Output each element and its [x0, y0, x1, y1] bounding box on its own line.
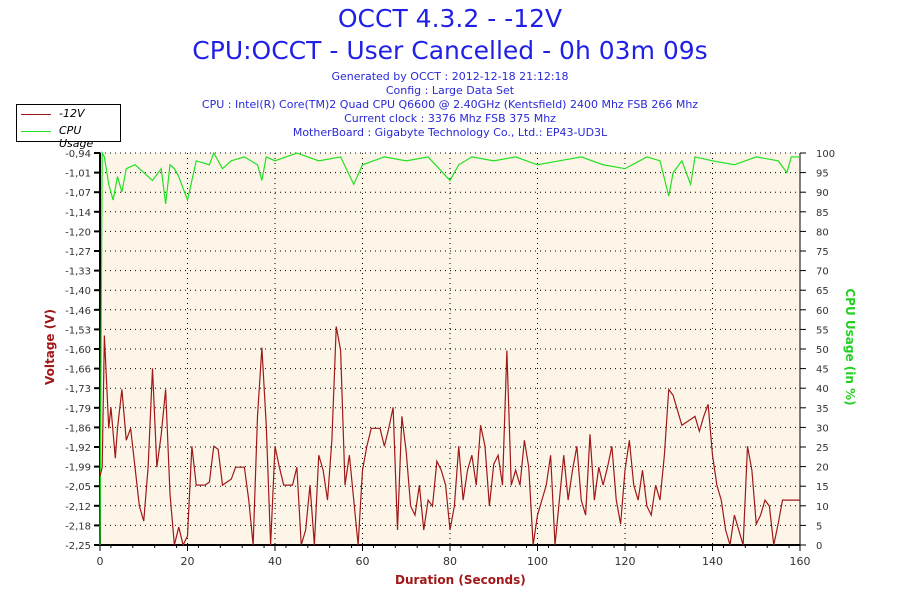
y-tick-label: -0,94 — [65, 149, 91, 160]
x-tick-label: 100 — [527, 555, 548, 568]
y-tick-label: -2,18 — [65, 521, 91, 532]
y2-tick-label: 25 — [816, 443, 829, 454]
y2-tick-label: 100 — [816, 149, 835, 160]
y-tick-label: -1,46 — [65, 306, 91, 317]
y-axis-label: Voltage (V) — [43, 309, 57, 385]
info-clock: Current clock : 3376 Mhz FSB 375 Mhz — [344, 112, 556, 125]
x-tick-label: 60 — [356, 555, 370, 568]
x-tick-label: 0 — [97, 555, 104, 568]
legend: -12V CPU Usage — [16, 104, 121, 150]
y-tick-label: -1,20 — [65, 227, 91, 238]
y-tick-label: -2,05 — [65, 482, 91, 493]
y-tick-label: -1,60 — [65, 345, 91, 356]
y2-tick-label: 50 — [816, 345, 829, 356]
y-tick-label: -2,12 — [65, 502, 91, 513]
info-cpu: CPU : Intel(R) Core(TM)2 Quad CPU Q6600 … — [201, 98, 699, 111]
x-axis-label: Duration (Seconds) — [395, 573, 526, 587]
y2-tick-label: 85 — [816, 208, 829, 219]
x-tick-label: 140 — [702, 555, 723, 568]
legend-item-voltage: -12V — [21, 106, 116, 122]
y-tick-label: -1,33 — [65, 267, 91, 278]
x-tick-label: 40 — [268, 555, 282, 568]
cpu-usage-line — [99, 150, 800, 546]
y2-tick-label: 40 — [816, 384, 829, 395]
y-tick-label: -1,66 — [65, 365, 91, 376]
y-tick-label: -1,40 — [65, 286, 91, 297]
y2-tick-label: 65 — [816, 286, 829, 297]
y-tick-label: -1,86 — [65, 423, 91, 434]
y2-tick-label: 60 — [816, 306, 829, 317]
voltage-line — [99, 326, 800, 547]
y-tick-label: -1,73 — [65, 384, 91, 395]
x-tick-label: 120 — [615, 555, 636, 568]
y2-tick-label: 5 — [816, 521, 822, 532]
info-generated: Generated by OCCT : 2012-12-18 21:12:18 — [331, 70, 569, 83]
y2-tick-label: 45 — [816, 365, 829, 376]
y-tick-label: -1,14 — [65, 208, 91, 219]
y2-tick-label: 55 — [816, 325, 829, 336]
legend-label: CPU Usage — [59, 124, 94, 150]
y2-tick-label: 95 — [816, 169, 829, 180]
y-tick-label: -1,27 — [65, 247, 91, 258]
legend-label: -12V — [59, 107, 85, 120]
chart-title: OCCT 4.3.2 - -12V — [337, 4, 563, 33]
y-tick-label: -1,79 — [65, 404, 91, 415]
y-tick-label: -1,99 — [65, 463, 91, 474]
y2-tick-label: 90 — [816, 188, 829, 199]
x-tick-label: 160 — [790, 555, 811, 568]
y-tick-label: -2,25 — [65, 541, 91, 552]
y-tick-label: -1,07 — [65, 188, 91, 199]
x-tick-label: 20 — [181, 555, 195, 568]
y-tick-label: -1,01 — [65, 169, 91, 180]
y2-tick-label: 10 — [816, 502, 829, 513]
info-motherboard: MotherBoard : Gigabyte Technology Co., L… — [292, 126, 608, 139]
y2-tick-label: 35 — [816, 404, 829, 415]
y2-tick-label: 0 — [816, 541, 822, 552]
y2-tick-label: 80 — [816, 227, 829, 238]
x-tick-label: 80 — [443, 555, 457, 568]
y2-tick-label: 20 — [816, 463, 829, 474]
y-tick-label: -1,92 — [65, 443, 91, 454]
y2-tick-label: 70 — [816, 267, 829, 278]
y2-tick-label: 75 — [816, 247, 829, 258]
y2-tick-label: 15 — [816, 482, 829, 493]
y2-tick-label: 30 — [816, 423, 829, 434]
chart-subtitle: CPU:OCCT - User Cancelled - 0h 03m 09s — [192, 36, 708, 65]
legend-item-cpu: CPU Usage — [21, 123, 116, 150]
y2-axis-label: CPU Usage (in %) — [843, 288, 857, 406]
y-tick-label: -1,53 — [65, 325, 91, 336]
info-config: Config : Large Data Set — [385, 84, 515, 97]
